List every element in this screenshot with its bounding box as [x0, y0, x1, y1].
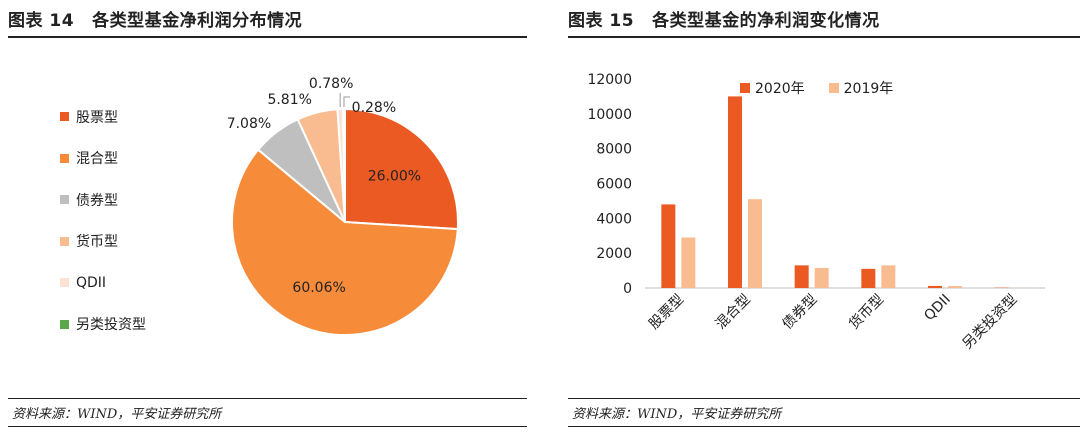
pie-legend-label: 另类投资型 [76, 317, 146, 334]
pie-legend-label: 股票型 [76, 109, 118, 126]
bar-0-3 [861, 268, 876, 288]
bar-legend-item: 2020年 [740, 78, 805, 98]
pie-legend-item: QDII [60, 262, 146, 304]
bar-legend-label: 2019年 [843, 81, 894, 97]
bar-1-0 [681, 237, 696, 288]
y-tick-label: 10000 [587, 107, 632, 123]
x-tick-label: QDII [921, 292, 954, 325]
left-source: 资料来源：WIND，平安证券研究所 [12, 407, 222, 422]
right-source-rule [568, 398, 1080, 399]
bar-0-0 [661, 204, 676, 288]
left-figure: 图表 14 各类型基金净利润分布情况 股票型 混合型 债券型 货币型 QDII 另类投资型 … [0, 0, 527, 433]
pie-legend-label: 债券型 [76, 192, 118, 209]
bar-chart: 0 2000 4000 6000 8000 10000 12000 股票型 混合型 债券型 货币型 Q… [587, 72, 1045, 353]
leader-line [343, 96, 350, 108]
legend-swatch [740, 83, 750, 93]
bar-legend-label: 2020年 [755, 81, 805, 97]
x-tick-label: 混合型 [713, 292, 754, 333]
pie-legend-item: 债券型 [60, 179, 146, 221]
right-bottom-rule [568, 426, 1080, 427]
pie-data-label: 7.08% [227, 116, 271, 132]
x-tick-label: 股票型 [646, 292, 687, 333]
legend-swatch [60, 319, 69, 329]
right-figure-title: 图表 15 各类型基金的净利润变化情况 [568, 6, 880, 31]
pie-slice-5 [341, 107, 346, 223]
bar-1-4 [948, 286, 962, 288]
left-title-rule [8, 36, 527, 38]
y-tick-label: 8000 [596, 142, 632, 158]
left-bottom-rule [8, 426, 527, 427]
bar-0-4 [928, 285, 942, 288]
y-tick-label: 6000 [596, 177, 632, 193]
bar-1-3 [881, 265, 896, 288]
pie-legend-label: 货币型 [76, 234, 118, 251]
pie-legend: 股票型混合型债券型货币型 QDII 另类投资型 [60, 96, 146, 345]
pie-chart: 26.00% 60.06% 7.08% 5.81%0.78% 0.28% [227, 76, 459, 336]
right-figure: 图表 15 各类型基金的净利润变化情况 2020年 2019年 0 2000 4000 6… [560, 0, 1080, 433]
pie-data-label: 0.78% [309, 76, 353, 92]
pie-slice-1 [231, 148, 459, 336]
bar-1-2 [814, 267, 829, 288]
pie-data-label: 0.28% [352, 100, 396, 116]
legend-swatch [828, 83, 839, 93]
bar-1-1 [748, 199, 762, 288]
left-figure-caption: 各类型基金净利润分布情况 [92, 11, 303, 31]
pie-legend-item: 股票型 [60, 96, 146, 138]
y-tick-label: 4000 [596, 211, 632, 227]
pie-legend-item: 另类投资型 [60, 304, 146, 346]
legend-swatch [60, 153, 69, 163]
x-tick-label: 货币型 [845, 291, 887, 333]
left-source-rule [8, 398, 527, 399]
left-figure-number: 图表 14 [8, 11, 75, 31]
bar-legend: 2020年 2019年 [740, 78, 917, 98]
pie-legend-label: QDII [76, 274, 107, 291]
legend-swatch [60, 278, 69, 288]
bar-0-1 [728, 96, 742, 288]
legend-swatch [60, 195, 69, 205]
right-title-rule [568, 36, 1080, 38]
pie-data-label: 60.06% [292, 280, 345, 296]
y-tick-label: 2000 [596, 246, 632, 262]
pie-slice-0 [344, 107, 459, 231]
legend-swatch [60, 112, 69, 122]
y-tick-label: 0 [623, 281, 632, 297]
right-figure-caption: 各类型基金的净利润变化情况 [652, 11, 880, 31]
left-figure-title: 图表 14 各类型基金净利润分布情况 [8, 6, 302, 31]
legend-swatch [60, 236, 69, 246]
x-tick-label: 另类投资型 [960, 292, 1021, 353]
x-tick-label: 债券型 [779, 292, 820, 333]
pie-data-label: 26.00% [368, 169, 421, 185]
pie-legend-label: 混合型 [76, 151, 118, 168]
pie-legend-item: 货币型 [60, 221, 146, 263]
pie-data-label: 5.81% [267, 92, 311, 108]
right-source: 资料来源：WIND，平安证券研究所 [572, 407, 782, 422]
y-tick-label: 12000 [587, 72, 632, 88]
right-figure-number: 图表 15 [568, 11, 635, 31]
bar-0-2 [794, 265, 809, 288]
pie-legend-item: 混合型 [60, 138, 146, 180]
bar-legend-item: 2019年 [828, 78, 894, 98]
